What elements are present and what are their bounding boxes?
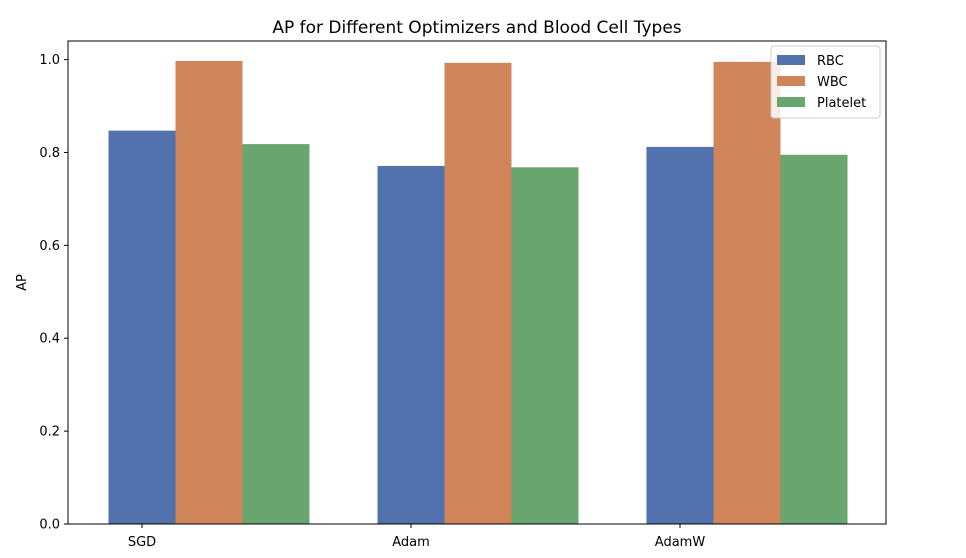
legend-label-platelet: Platelet: [817, 96, 866, 111]
y-tick-label: 0.4: [39, 332, 60, 347]
legend-swatch-rbc: [777, 55, 805, 65]
legend-swatch-platelet: [777, 97, 805, 107]
bar-wbc-adamw: [713, 61, 781, 525]
bar-rbc-sgd: [108, 130, 176, 524]
x-tick-label: Adam: [392, 535, 430, 550]
y-tick-label: 0.0: [39, 518, 60, 533]
x-tick-label: AdamW: [655, 535, 706, 550]
bar-platelet-adamw: [780, 154, 848, 524]
bar-wbc-sgd: [175, 60, 243, 524]
bars-layer: [108, 60, 848, 525]
y-tick-label: 0.8: [39, 146, 60, 161]
bar-platelet-sgd: [242, 144, 310, 524]
bar-wbc-adam: [444, 62, 512, 524]
bar-rbc-adam: [377, 165, 445, 524]
x-tick-label: SGD: [128, 535, 156, 550]
legend: RBC WBC Platelet: [770, 45, 881, 119]
legend-label-wbc: WBC: [817, 75, 848, 90]
plot-frame: [67, 40, 887, 525]
y-axis-label: AP: [15, 274, 30, 291]
bar-rbc-adamw: [646, 146, 714, 524]
chart-title: AP for Different Optimizers and Blood Ce…: [272, 18, 681, 38]
legend-label-rbc: RBC: [817, 54, 844, 69]
y-tick-label: 0.6: [39, 239, 60, 254]
bar-platelet-adam: [511, 167, 579, 524]
y-tick-label: 0.2: [39, 425, 60, 440]
x-axis: SGD Adam AdamW: [128, 524, 706, 550]
legend-swatch-wbc: [777, 76, 805, 86]
y-tick-label: 1.0: [39, 53, 60, 68]
y-axis: 0.0 0.2 0.4 0.6 0.8 1.0: [39, 53, 68, 533]
